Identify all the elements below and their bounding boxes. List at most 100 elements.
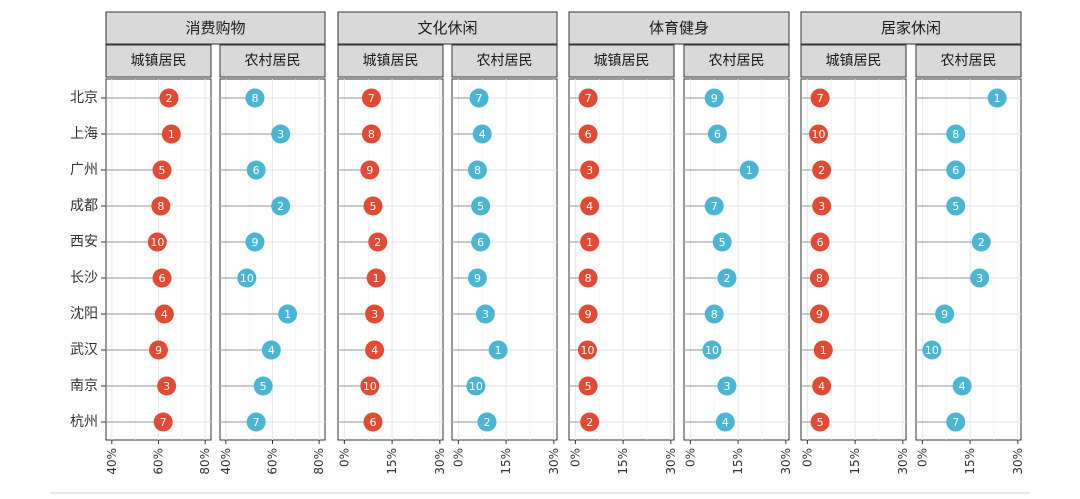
rank-label: 3 [818, 200, 825, 213]
data-point-dot [472, 124, 492, 144]
data-point-dot [475, 304, 495, 324]
group-strip-label: 城镇居民 [363, 53, 419, 69]
x-tick-label: 60% [152, 448, 166, 475]
data-point-dot [578, 268, 598, 288]
city-label: 长沙 [70, 270, 98, 286]
data-point-dot [245, 232, 265, 252]
rank-label: 2 [586, 416, 593, 429]
data-point-dot [971, 232, 991, 252]
data-point-dot [466, 376, 486, 396]
data-point-dot [810, 88, 830, 108]
rank-label: 4 [479, 128, 486, 141]
data-point-dot [477, 412, 497, 432]
city-label: 武汉 [70, 342, 98, 358]
data-point-dot [970, 268, 990, 288]
data-point-dot [237, 268, 257, 288]
category-strip [568, 11, 790, 45]
data-point-dot [812, 196, 832, 216]
data-point-dot [261, 340, 281, 360]
city-label: 沈阳 [70, 306, 98, 322]
rank-label: 10 [150, 236, 164, 249]
data-point-dot [245, 88, 265, 108]
marks-layer [106, 88, 1007, 432]
rank-label: 6 [817, 236, 824, 249]
rank-label: 7 [368, 92, 375, 105]
grid-layer [101, 11, 1022, 444]
data-point-dot [366, 268, 386, 288]
rank-label: 8 [585, 272, 592, 285]
x-tick-label: 30% [664, 448, 678, 475]
rank-label: 5 [719, 236, 726, 249]
data-point-dot [810, 412, 830, 432]
data-point-dot [580, 160, 600, 180]
data-point-dot [580, 196, 600, 216]
data-point-dot [578, 304, 598, 324]
rank-label: 3 [586, 164, 593, 177]
rank-label: 3 [371, 308, 378, 321]
data-point-dot [704, 88, 724, 108]
group-strip [915, 44, 1022, 78]
rank-label: 2 [166, 92, 173, 105]
city-label: 杭州 [70, 414, 98, 430]
rank-label: 8 [157, 200, 164, 213]
rank-label: 3 [976, 272, 983, 285]
rank-label: 10 [363, 380, 377, 393]
group-strip [800, 44, 907, 78]
data-point-dot [809, 268, 829, 288]
rank-label: 7 [476, 92, 483, 105]
data-point-dot [707, 124, 727, 144]
rank-label: 5 [817, 416, 824, 429]
x-tick-label: 15% [616, 448, 630, 475]
rank-label: 9 [252, 236, 259, 249]
panel-background [683, 78, 790, 441]
category-strip-label: 体育健身 [649, 19, 709, 37]
group-strip [683, 44, 790, 78]
data-point-dot [580, 232, 600, 252]
data-point-dot [253, 376, 273, 396]
rank-label: 4 [818, 380, 825, 393]
x-tick-label: 15% [385, 448, 399, 475]
rank-label: 9 [816, 308, 823, 321]
data-point-dot [365, 340, 385, 360]
rank-label: 9 [941, 308, 948, 321]
x-tick-label: 30% [547, 448, 561, 475]
data-point-dot [361, 124, 381, 144]
rank-label: 1 [746, 164, 753, 177]
group-strip [337, 44, 444, 78]
data-point-dot [715, 412, 735, 432]
rank-label: 10 [925, 344, 939, 357]
rank-label: 4 [161, 308, 168, 321]
rank-label: 6 [159, 272, 166, 285]
data-point-dot [161, 124, 181, 144]
x-tick-label: 15% [848, 448, 862, 475]
rank-label: 3 [482, 308, 489, 321]
data-point-dot [360, 376, 380, 396]
rank-label: 9 [155, 344, 162, 357]
rank-label: 2 [484, 416, 491, 429]
data-point-dot [151, 196, 171, 216]
rank-label: 2 [978, 236, 985, 249]
data-point-dot [467, 160, 487, 180]
rank-label: 4 [722, 416, 729, 429]
city-label: 南京 [70, 378, 98, 394]
rank-label: 1 [168, 128, 175, 141]
panel-background [337, 78, 444, 441]
data-point-dot [471, 232, 491, 252]
x-tick-label: 80% [198, 448, 212, 475]
rank-label: 1 [373, 272, 380, 285]
rank-label: 4 [268, 344, 275, 357]
rank-label: 6 [370, 416, 377, 429]
rank-label: 8 [474, 164, 481, 177]
group-strip [451, 44, 558, 78]
x-tick-label: 0% [800, 448, 814, 467]
rank-label: 7 [160, 416, 167, 429]
rank-label: 3 [277, 128, 284, 141]
x-tick-label: 0% [451, 448, 465, 467]
data-point-dot [360, 160, 380, 180]
group-strip-label: 农村居民 [941, 53, 997, 69]
rank-label: 10 [469, 380, 483, 393]
data-point-dot [809, 304, 829, 324]
data-point-dot [712, 232, 732, 252]
rank-label: 1 [994, 92, 1001, 105]
